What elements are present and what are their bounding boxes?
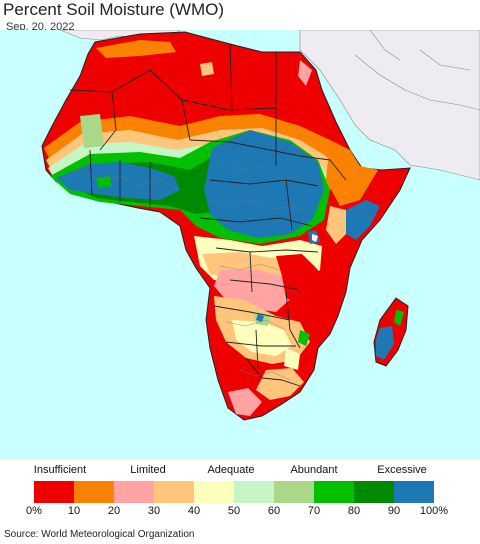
legend-swatch: [34, 481, 74, 503]
legend-tick-label: 60: [267, 505, 281, 517]
legend-category: Limited: [130, 464, 166, 476]
legend-tick-label: 80: [347, 505, 361, 517]
legend-swatch: [354, 481, 394, 503]
legend-swatch: [74, 481, 114, 503]
legend-category: Adequate: [207, 464, 255, 476]
legend-swatch: [114, 481, 154, 503]
neighbor-land-north: [299, 30, 480, 181]
congo-wet-zone: [204, 130, 324, 238]
legend-swatch: [394, 481, 434, 503]
legend-tick-label: 100%: [419, 505, 449, 517]
legend-swatch: [154, 481, 194, 503]
legend-tick-label: 40: [187, 505, 201, 517]
country-borders: [69, 43, 347, 387]
legend-tick-label: 50: [227, 505, 241, 517]
legend-swatch: [194, 481, 234, 503]
legend-swatch: [314, 481, 354, 503]
legend-category: Abundant: [290, 464, 338, 476]
page-title: Percent Soil Moisture (WMO): [3, 0, 225, 19]
legend-tick-label: 20: [107, 505, 121, 517]
legend-category: Excessive: [377, 464, 427, 476]
legend-tick-label: 30: [147, 505, 161, 517]
legend: Insufficient Limited Adequate Abundant E…: [0, 462, 480, 522]
legend-tick-label: 0%: [26, 505, 42, 517]
source-note: Source: World Meteorological Organizatio…: [4, 529, 195, 540]
legend-tick-label: 10: [67, 505, 81, 517]
soil-moisture-map: [0, 30, 480, 460]
legend-category: Insufficient: [33, 464, 87, 476]
admin-borders: [59, 159, 311, 381]
legend-tick-label: 90: [387, 505, 401, 517]
legend-swatch: [274, 481, 314, 503]
legend-color-bar: [34, 481, 434, 503]
legend-tick-label: 70: [307, 505, 321, 517]
legend-swatch: [234, 481, 274, 503]
